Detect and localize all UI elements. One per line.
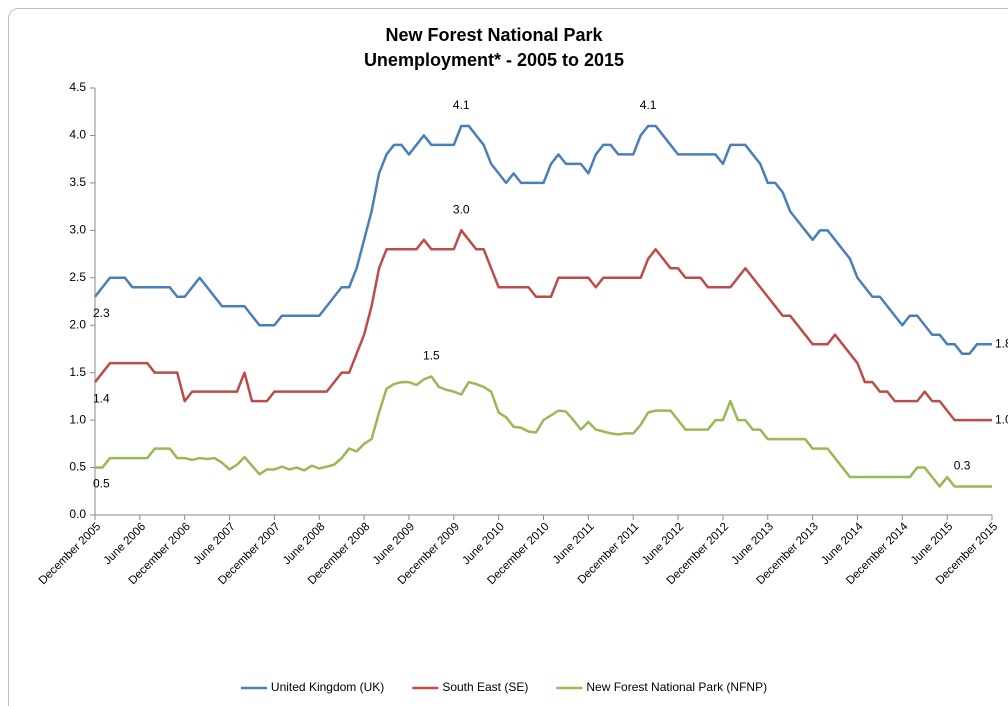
- legend-label: United Kingdom (UK): [271, 680, 384, 694]
- y-tick-label: 3.5: [69, 175, 86, 189]
- series-line: [94, 124, 992, 355]
- data-label: 4.1: [453, 98, 470, 112]
- data-label: 2.3: [93, 306, 110, 320]
- data-label: 1.5: [423, 349, 440, 363]
- y-tick-label: 0.5: [69, 460, 86, 474]
- series-line: [94, 229, 992, 422]
- y-tick-label: 4.0: [69, 128, 86, 142]
- y-tick-label: 0.0: [69, 507, 86, 521]
- data-label: 0.3: [954, 459, 971, 473]
- data-label: 3.0: [453, 203, 470, 217]
- data-label: 1.0: [995, 412, 1008, 426]
- chart-frame: [8, 8, 1008, 706]
- y-tick-label: 4.5: [69, 80, 86, 94]
- data-label: 1.8: [995, 336, 1008, 350]
- data-label: 0.5: [93, 477, 110, 491]
- legend-label: South East (SE): [442, 680, 528, 694]
- y-tick-label: 2.0: [69, 317, 86, 331]
- legend-label: New Forest National Park (NFNP): [586, 680, 767, 694]
- data-label: 4.1: [640, 98, 657, 112]
- chart-title: Unemployment* - 2005 to 2015: [364, 50, 624, 70]
- series-line: [95, 375, 992, 488]
- y-tick-label: 1.0: [69, 412, 86, 426]
- y-tick-label: 2.5: [69, 270, 86, 284]
- chart-title: New Forest National Park: [385, 25, 603, 45]
- data-label: 1.4: [93, 391, 110, 405]
- y-tick-label: 1.5: [69, 365, 86, 379]
- y-tick-label: 3.0: [69, 223, 86, 237]
